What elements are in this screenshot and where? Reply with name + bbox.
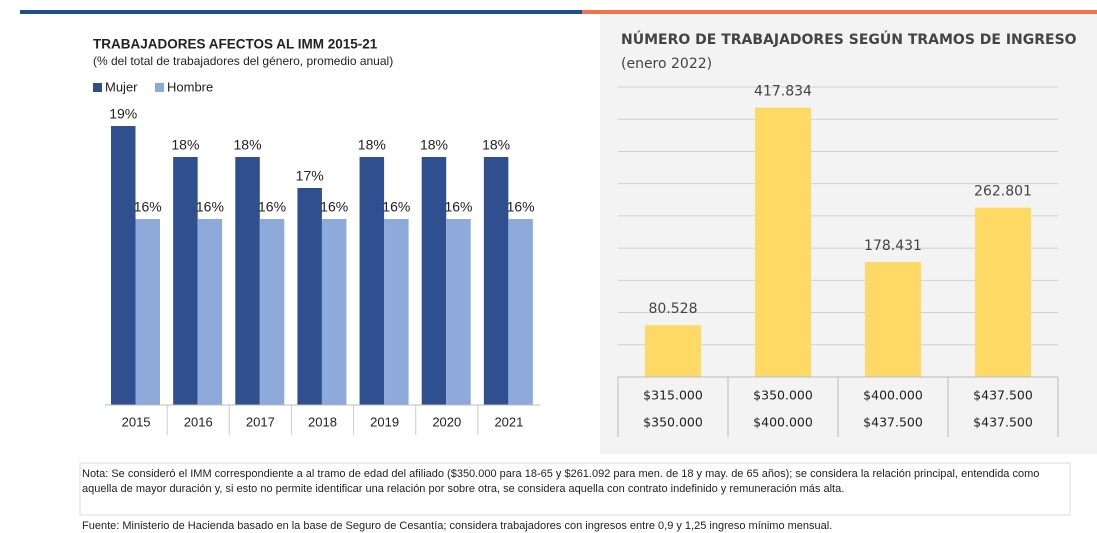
value-label: 18% [420,137,448,153]
value-label: 17% [296,168,324,184]
x-tick-label: $437.500 [973,388,1033,403]
value-label: 16% [320,199,348,215]
legend-swatch [155,83,164,92]
value-label: 18% [358,137,386,153]
x-tick-label: $350.000 [753,388,813,403]
bar [360,157,385,405]
chart-title: NÚMERO DE TRABAJADORES SEGÚN TRAMOS DE I… [621,30,1077,48]
slide: TRABAJADORES AFECTOS AL IMM 2015-21 (% d… [0,0,1097,533]
top-rule-orange [582,10,1097,14]
bar [260,219,285,405]
value-label: 16% [444,199,472,215]
x-tick-label: 2016 [184,414,213,429]
legend-label: Mujer [105,79,138,94]
bar [111,126,136,405]
value-label: 262.801 [974,184,1032,200]
x-tick-label: $315.000 [643,388,703,403]
value-label: 16% [507,199,535,215]
value-label: 16% [258,199,286,215]
note-text: aquella de mayor duración y, si esto no … [82,483,844,495]
value-label: 16% [196,199,224,215]
value-label: 16% [134,199,162,215]
bar [422,157,447,405]
x-tick-label: $400.000 [753,415,813,430]
bar [484,157,509,405]
page: TRABAJADORES AFECTOS AL IMM 2015-21 (% d… [0,0,1097,533]
bar [198,219,223,405]
chart-subtitle: (% del total de trabajadores del género,… [93,54,393,68]
bar [173,157,198,405]
value-label: 80.528 [649,301,698,317]
bar [446,219,471,405]
source-text: Fuente: Ministerio de Hacienda basado en… [82,520,832,532]
x-tick-label: 2015 [122,414,151,429]
x-tick-label: $437.500 [973,415,1033,430]
bar [975,208,1031,377]
bar [322,219,347,405]
x-tick-label: $400.000 [863,388,923,403]
x-tick-label: $437.500 [863,415,923,430]
bar [645,325,701,377]
x-tick-label: 2021 [494,414,523,429]
value-label: 18% [171,137,199,153]
legend-label: Hombre [167,79,213,94]
x-tick-label: 2017 [246,414,275,429]
bar [865,262,921,377]
value-label: 19% [109,106,137,122]
x-tick-label: $350.000 [643,415,703,430]
bar [755,108,811,377]
bar [508,219,533,405]
note-text: Nota: Se consideró el IMM correspondient… [82,468,1039,480]
x-tick-label: 2020 [432,414,461,429]
bar [297,188,322,405]
chart-title: TRABAJADORES AFECTOS AL IMM 2015-21 [93,37,378,52]
value-label: 18% [234,137,262,153]
x-tick-label: 2018 [308,414,337,429]
bar [136,219,161,405]
value-label: 417.834 [754,84,812,100]
value-label: 16% [382,199,410,215]
bar [384,219,409,405]
chart-subtitle: (enero 2022) [621,56,712,72]
legend-swatch [93,83,102,92]
value-label: 178.431 [864,238,922,254]
bar [235,157,259,405]
top-rule-blue [20,10,582,14]
value-label: 18% [482,137,510,153]
x-tick-label: 2019 [370,414,399,429]
